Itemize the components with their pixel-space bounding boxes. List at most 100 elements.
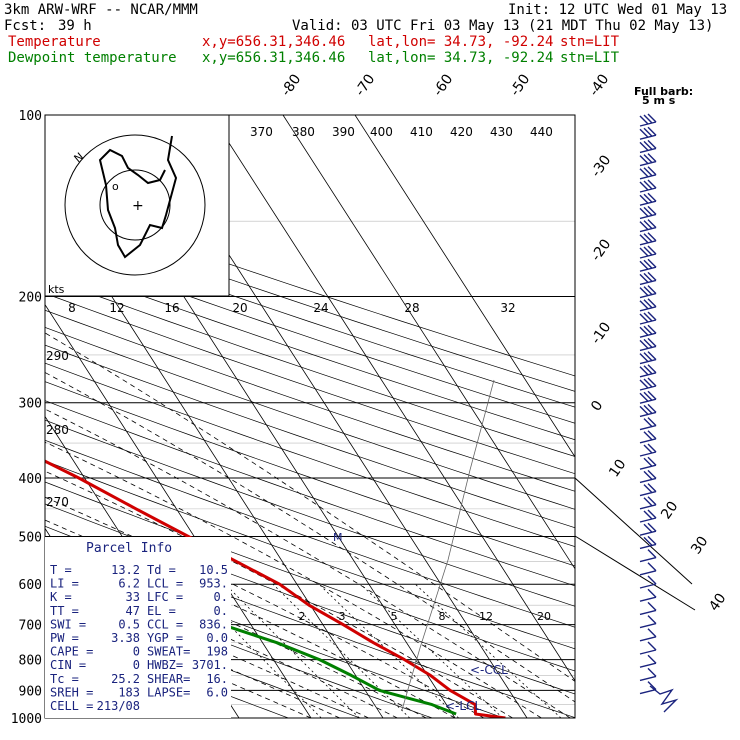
wind-barb-flag [647,469,657,479]
wind-barb-flag [639,405,649,415]
dry-adiabat-line [45,439,575,628]
wind-barb-flag [639,247,649,257]
wind-barb-flag [647,311,657,321]
moist-adiabat-line [45,558,398,718]
isotherm-label: 10 [606,457,629,481]
wind-barb-flag [647,575,657,585]
parcel-param-value: 16. [206,672,228,686]
wind-barb-flag [639,168,649,178]
parcel-param-label: SREH = [50,685,93,699]
wind-barb-shaft [639,596,657,602]
legend-dewpoint-name: Dewpoint temperature [8,50,177,66]
parcel-param-label: K = [50,590,72,604]
dry-adiabat-line [45,327,575,510]
parcel-param-label: LI = [50,577,79,591]
wind-barb-flag [647,126,657,136]
wind-barb-flag [647,113,657,123]
isotherm-line [282,115,575,570]
isotherm-label: 0 [588,398,606,414]
theta-label: 370 [250,125,273,139]
wind-barb-flag [639,194,649,204]
dry-adiabat-line [45,573,433,718]
wind-barb-flag [643,431,653,441]
wind-barb-flag [639,155,649,165]
wind-barb-shaft [639,517,657,523]
parcel-param-value: 33 [126,590,140,604]
parcel-param-label: LCL = [147,577,183,591]
isotherm-label: -20 [588,236,614,264]
wind-barb-shaft [639,649,657,655]
wind-barb-flag [643,523,653,533]
wind-barb-flag [647,535,657,545]
wind-barb-shaft [639,530,657,536]
pressure-label: 500 [19,530,42,545]
hodograph-ring-inner [99,169,171,241]
parcel-param-value: 953. [199,577,228,591]
wind-barb-flag [643,259,653,269]
wind-barb-cluster [649,685,679,713]
wind-barb-flag [643,312,653,322]
wind-barb-flag [639,273,649,283]
wind-barb-shaft [639,490,657,497]
wind-barb-flag [647,324,657,334]
dry-adiabat-line [45,199,575,377]
wind-barb-flag [647,205,657,215]
parcel-param-label: SHEAR= [147,672,190,686]
wind-barb-flag [643,418,653,428]
parcel-info-panel: Parcel Info T = 13.2 Td = 10.5 LI = 6.2 LCL = 9… [45,537,231,718]
wind-barb-shaft [639,662,657,668]
wind-barb-flag [639,181,649,191]
isotherm-label: -50 [507,71,533,99]
wind-barb-shaft [639,688,657,695]
init-time: Init: 12 UTC Wed 01 May 13 [508,2,727,18]
wind-barb-flag [647,641,657,651]
dry-adiabat-line [45,481,575,672]
parcel-param-value: 0.0 [206,631,228,645]
barb-legend-units: 5 m s [642,94,676,107]
isotherm-label: -80 [278,71,304,99]
wind-barb-flag [643,193,653,203]
hodograph-speed-label: 20 [232,301,247,315]
wind-barb-flag [647,681,657,691]
dry-adiabat-line [45,344,575,529]
wind-barb-flag [647,615,657,625]
wind-barb-flag [647,298,657,308]
theta-label: 280 [46,423,69,437]
barb-legend-title: Full barb: [634,85,693,98]
parcel-param-label: Tc = [50,672,79,686]
legend-temperature-xy: x,y=656.31,346.46 [202,34,345,50]
ccl-marker: <-CCL [470,663,508,677]
model-title: 3km ARW-WRF -- NCAR/MMM [4,2,198,18]
hodograph-speed-label: 8 [68,301,76,315]
mixing-ratio-line [272,583,411,718]
mixing-ratio-label: 3 [339,610,346,623]
wind-barb-flag [647,179,657,189]
wind-barb-flag [643,127,653,137]
isotherm-extension-line [574,535,696,611]
wind-barb-flag [647,219,657,229]
dry-adiabat-line [45,597,361,718]
wind-barb-flag [639,353,649,363]
valid-time: Valid: 03 UTC Fri 03 May 13 (21 MDT Thu … [292,18,713,34]
parcel-info-title: Parcel Info [86,541,172,556]
wind-barb-shaft [639,438,657,444]
mixing-ratio-label: 8 [439,610,446,623]
parcel-param-value: 10.5 [199,563,228,577]
wind-barb-shaft [639,477,657,484]
dry-adiabat-line [45,229,575,408]
parcel-param-value: 0. [214,590,228,604]
parcel-param-value: 6.0 [206,685,228,699]
isotherm-label: -30 [588,152,614,180]
wind-barb-flag [639,207,649,217]
wind-barb-flag [643,140,653,150]
legend-dewpoint-xy: x,y=656.31,346.46 [202,50,345,66]
wind-barb-flag [647,549,657,559]
isotherm-label: 30 [688,534,711,558]
mixing-ratio-line [318,583,459,718]
parcel-param-label: CELL = [50,699,93,713]
wind-barb-shaft [639,675,657,682]
wind-barb-flag [643,272,653,282]
dry-adiabat-line [45,292,575,475]
wind-barb-flag [639,392,649,402]
